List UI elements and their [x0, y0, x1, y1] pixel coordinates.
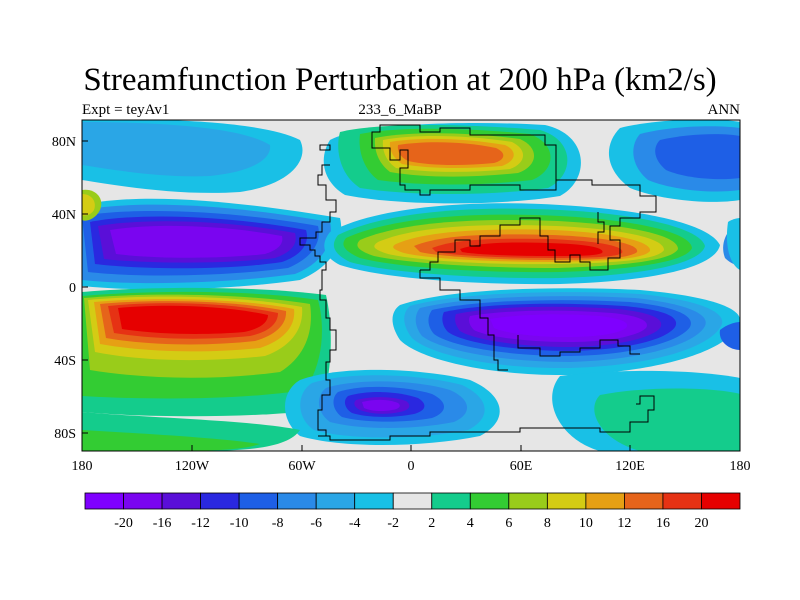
colorbar-swatch — [123, 492, 163, 510]
colorbar-label: 8 — [544, 516, 551, 531]
colorbar-swatch — [546, 492, 587, 510]
axis-ticks — [81, 140, 741, 451]
pos-eurasia-north — [323, 122, 581, 204]
y-tick-40n: 40N — [52, 208, 76, 223]
colorbar-label: 4 — [467, 516, 474, 531]
colorbar-swatch — [277, 492, 317, 510]
colorbar-swatch — [469, 492, 510, 510]
x-tick-120e: 120E — [615, 459, 645, 474]
colorbar-label: 16 — [656, 516, 670, 531]
colorbar-swatch — [84, 492, 124, 510]
coastline-americas — [299, 164, 337, 436]
coastlines — [299, 124, 657, 441]
colorbar-swatch — [662, 492, 702, 510]
neg-indian-ocean — [392, 288, 740, 376]
colorbar-swatch — [431, 492, 471, 510]
colorbar-label: 10 — [579, 516, 593, 531]
coastline-iceland — [319, 144, 331, 151]
colorbar-swatch — [238, 492, 279, 510]
season-label: ANN — [707, 102, 741, 118]
x-tick-180w: 180 — [72, 459, 93, 474]
neg-pacific-north — [82, 198, 740, 290]
pos-asia-center — [324, 203, 720, 285]
plot-title: Streamfunction Perturbation at 200 hPa (… — [83, 62, 717, 98]
colorbar-label: -4 — [349, 516, 361, 531]
y-axis-labels: 80N 40N 0 40S 80S — [52, 135, 76, 442]
x-tick-180e: 180 — [730, 459, 751, 474]
colorbar-swatch — [701, 492, 741, 510]
x-tick-60e: 60E — [510, 459, 533, 474]
coastline-africa — [419, 270, 508, 371]
coastline-eurasia — [371, 140, 657, 271]
y-tick-40s: 40S — [54, 354, 76, 369]
colorbar-swatch — [354, 492, 394, 510]
neg-southern-ocean — [285, 369, 500, 445]
colorbar: -20 -16 -12 -10 -8 -6 -4 -2 2 4 6 8 10 12 16 20 — [84, 492, 741, 531]
y-tick-0: 0 — [69, 281, 76, 296]
colorbar-label: -12 — [191, 516, 210, 531]
map-panel — [82, 120, 740, 451]
coastline-greenland — [371, 124, 557, 185]
x-tick-0: 0 — [408, 459, 415, 474]
colorbar-label: -2 — [387, 516, 399, 531]
colorbar-label: -20 — [114, 516, 133, 531]
colorbar-label: -6 — [310, 516, 322, 531]
colorbar-swatch — [624, 492, 664, 510]
colorbar-label: 12 — [617, 516, 631, 531]
colorbar-label: -8 — [272, 516, 284, 531]
y-tick-80n: 80N — [52, 135, 76, 150]
x-axis-labels: 180 120W 60W 0 60E 120E 180 — [72, 459, 751, 474]
coastline-australia — [517, 335, 640, 357]
colorbar-swatch — [315, 492, 356, 510]
colorbar-swatch — [392, 492, 433, 510]
experiment-label: Expt = teyAv1 — [82, 102, 170, 118]
coastline-antarctica — [318, 395, 655, 441]
colorbar-label: 20 — [694, 516, 708, 531]
colorbar-label: -10 — [230, 516, 249, 531]
x-tick-120w: 120W — [175, 459, 210, 474]
colorbar-swatch — [508, 492, 548, 510]
colorbar-label: 6 — [505, 516, 512, 531]
x-tick-60w: 60W — [288, 459, 316, 474]
colorbar-swatch — [161, 492, 201, 510]
colorbar-label: -16 — [153, 516, 172, 531]
pos-pacific-south — [82, 287, 331, 417]
colorbar-label: 2 — [428, 516, 435, 531]
coastline-japan — [597, 212, 605, 244]
period-label: 233_6_MaBP — [358, 102, 442, 118]
colorbar-swatch — [585, 492, 625, 510]
colorbar-swatch — [200, 492, 240, 510]
y-tick-80s: 80S — [54, 427, 76, 442]
